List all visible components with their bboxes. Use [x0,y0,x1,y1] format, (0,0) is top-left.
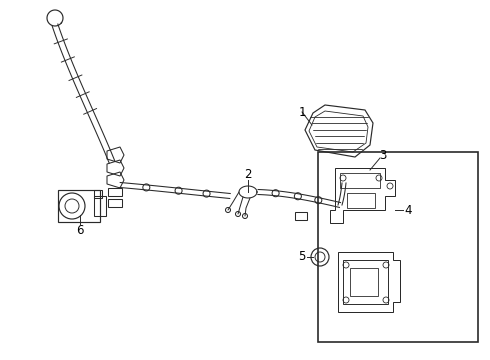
Text: 1: 1 [298,105,306,118]
Bar [350,268,378,296]
Text: 5: 5 [298,251,306,264]
Bar [295,212,307,220]
Text: 6: 6 [76,224,84,237]
Text: 3: 3 [379,149,387,162]
Text: 2: 2 [244,167,252,180]
Bar [94,190,102,198]
Bar [58,190,100,222]
Bar [347,193,375,208]
Bar [108,199,122,207]
Bar [94,196,106,216]
Bar [340,173,380,188]
Bar [343,260,388,304]
Bar [108,188,122,196]
Bar [318,152,478,342]
Text: 4: 4 [404,203,412,216]
